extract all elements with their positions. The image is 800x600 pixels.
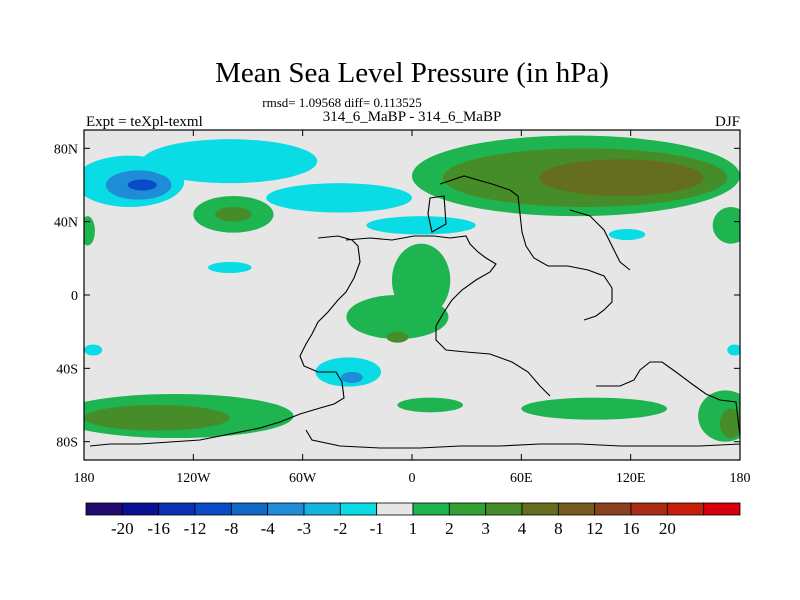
y-tick-label-3: 40S xyxy=(56,362,78,377)
stats-label: rmsd= 1.09568 diff= 0.113525 xyxy=(262,95,421,110)
anomaly-region-24 xyxy=(397,397,464,413)
colorbar-label-6: -2 xyxy=(333,519,347,538)
colorbar-swatch-9 xyxy=(412,502,450,516)
anomaly-region-7 xyxy=(608,229,646,240)
anomaly-region-25 xyxy=(521,397,668,420)
x-tick-label-6: 180 xyxy=(730,471,751,486)
pressure-anomaly-fields xyxy=(84,135,740,442)
coastline-africa-europe xyxy=(345,235,551,397)
coastline-asia-east xyxy=(427,195,447,233)
anomaly-region-20 xyxy=(346,295,449,339)
colorbar-swatch-14 xyxy=(594,502,632,516)
colorbar-label-10: 3 xyxy=(481,519,490,538)
colorbar-label-2: -12 xyxy=(184,519,207,538)
colorbar-swatch-10 xyxy=(448,502,487,516)
colorbar-label-7: -1 xyxy=(370,519,384,538)
colorbar-swatch-4 xyxy=(230,502,269,516)
colorbar-label-14: 16 xyxy=(623,519,640,538)
colorbar-label-9: 2 xyxy=(445,519,454,538)
colorbar-label-4: -4 xyxy=(261,519,276,538)
colorbar-swatch-6 xyxy=(303,502,341,516)
season-label: DJF xyxy=(715,114,740,130)
colorbar-swatch-17 xyxy=(703,502,741,516)
colorbar-swatch-5 xyxy=(267,502,305,516)
colorbar-swatch-7 xyxy=(339,502,378,516)
map-panel: 180 120W 60W 0 60E 120E 180 80N 40N 0 40S 80S xyxy=(54,129,751,486)
anomaly-region-8 xyxy=(84,344,103,356)
y-tick-label-2: 0 xyxy=(71,289,78,304)
coastline-asia-north xyxy=(439,175,613,321)
anomaly-region-27 xyxy=(719,408,740,438)
x-tick-label-1: 120W xyxy=(176,471,211,486)
anomaly-region-17 xyxy=(215,207,252,222)
colorbar: -20 -16 -12 -8 -4 -3 -2 -1 1 2 3 4 8 12 16 20 xyxy=(85,502,741,538)
colorbar-swatch-16 xyxy=(666,502,705,516)
y-tick-label-4: 80S xyxy=(56,436,78,451)
anomaly-region-9 xyxy=(727,344,740,356)
anomaly-region-18 xyxy=(84,216,95,246)
colorbar-swatch-2 xyxy=(158,502,196,516)
colorbar-swatch-8 xyxy=(376,502,414,516)
anomaly-region-6 xyxy=(207,262,252,273)
anomaly-region-21 xyxy=(386,331,409,343)
chart-title: Mean Sea Level Pressure (in hPa) xyxy=(215,57,609,89)
colorbar-label-3: -8 xyxy=(224,519,238,538)
colorbar-swatch-3 xyxy=(194,502,232,516)
colorbar-label-5: -3 xyxy=(297,519,311,538)
x-tick-label-5: 120E xyxy=(616,471,646,486)
colorbar-swatch-12 xyxy=(521,502,559,516)
y-tick-label-1: 40N xyxy=(54,216,78,231)
anomaly-region-14 xyxy=(539,159,704,197)
colorbar-label-11: 4 xyxy=(518,519,527,538)
colorbar-label-8: 1 xyxy=(409,519,418,538)
coastlines xyxy=(89,175,740,449)
colorbar-swatch-1 xyxy=(121,502,160,516)
colorbar-swatch-15 xyxy=(630,502,668,516)
anomaly-region-15 xyxy=(712,207,740,244)
x-tick-label-3: 0 xyxy=(409,471,416,486)
experiment-label: Expt = teXpl-texml xyxy=(86,114,203,130)
coastline-americas xyxy=(89,235,361,447)
anomaly-region-4 xyxy=(266,183,412,213)
axis-ticks: 180 120W 60W 0 60E 120E 180 80N 40N 0 40S 80S xyxy=(54,130,751,486)
colorbar-swatch-13 xyxy=(557,502,596,516)
anomaly-region-23 xyxy=(84,405,230,431)
coastline-pacific-rim xyxy=(569,209,631,271)
x-tick-label-2: 60W xyxy=(289,471,317,486)
colorbar-label-1: -16 xyxy=(147,519,170,538)
coastline-antarctica xyxy=(305,429,740,449)
colorbar-label-15: 20 xyxy=(659,519,676,538)
experiment-pair-label: 314_6_MaBP - 314_6_MaBP xyxy=(323,109,502,125)
anomaly-region-5 xyxy=(366,216,476,235)
y-tick-label-0: 80N xyxy=(54,142,78,157)
colorbar-label-12: 8 xyxy=(554,519,563,538)
anomaly-region-3 xyxy=(142,139,318,184)
anomaly-region-11 xyxy=(340,372,363,383)
colorbar-swatch-11 xyxy=(485,502,523,516)
colorbar-swatch-0 xyxy=(85,502,123,516)
colorbar-label-13: 12 xyxy=(586,519,603,538)
coastline-southern-ocean xyxy=(596,361,740,437)
x-tick-label-4: 60E xyxy=(510,471,533,486)
x-tick-label-0: 180 xyxy=(74,471,95,486)
colorbar-label-0: -20 xyxy=(111,519,134,538)
anomaly-region-2 xyxy=(127,179,157,191)
anomaly-region-10 xyxy=(315,357,382,387)
